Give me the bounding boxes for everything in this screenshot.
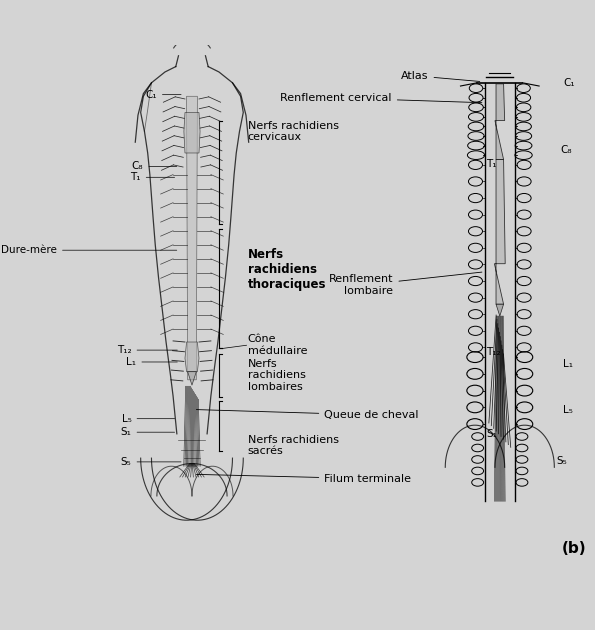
Text: Nerfs rachidiens
sacrés: Nerfs rachidiens sacrés <box>248 435 339 457</box>
Text: S₁: S₁ <box>121 427 174 437</box>
Polygon shape <box>184 113 200 153</box>
Text: C₁: C₁ <box>145 89 181 100</box>
Text: Queue de cheval: Queue de cheval <box>196 410 419 420</box>
Text: Cône
médullaire: Cône médullaire <box>248 335 307 356</box>
Text: Nerfs rachidiens
cervicaux: Nerfs rachidiens cervicaux <box>248 120 339 142</box>
Text: C₈: C₈ <box>132 161 177 171</box>
Text: L₁: L₁ <box>563 358 573 369</box>
Text: L₅: L₅ <box>121 414 174 424</box>
Polygon shape <box>187 372 196 385</box>
Polygon shape <box>495 84 505 159</box>
Polygon shape <box>185 342 199 372</box>
Text: T₁: T₁ <box>130 172 174 182</box>
Text: S₁: S₁ <box>486 429 497 439</box>
Text: S₅: S₅ <box>556 456 567 466</box>
Text: Renflement cervical: Renflement cervical <box>280 93 482 103</box>
Polygon shape <box>494 159 505 304</box>
Text: T₁₂: T₁₂ <box>117 345 177 355</box>
Text: (b): (b) <box>562 541 587 556</box>
Text: L₅: L₅ <box>563 404 573 415</box>
Text: Nerfs
rachidiens
thoraciques: Nerfs rachidiens thoraciques <box>248 248 326 290</box>
Text: Atlas: Atlas <box>401 71 480 81</box>
Text: Renflement
lombaire: Renflement lombaire <box>329 272 482 296</box>
Text: S₅: S₅ <box>121 457 181 467</box>
Text: C₁: C₁ <box>563 77 575 88</box>
Text: C₈: C₈ <box>561 145 572 155</box>
Polygon shape <box>187 96 198 380</box>
Text: Nerfs
rachidiens
lombaires: Nerfs rachidiens lombaires <box>248 359 305 392</box>
Text: T₁: T₁ <box>486 159 497 169</box>
Text: Dure-mère: Dure-mère <box>1 245 177 255</box>
Text: Filum terminale: Filum terminale <box>196 474 411 484</box>
Text: L₁: L₁ <box>126 357 177 367</box>
Polygon shape <box>496 304 503 316</box>
Text: T₁₂: T₁₂ <box>486 346 501 357</box>
